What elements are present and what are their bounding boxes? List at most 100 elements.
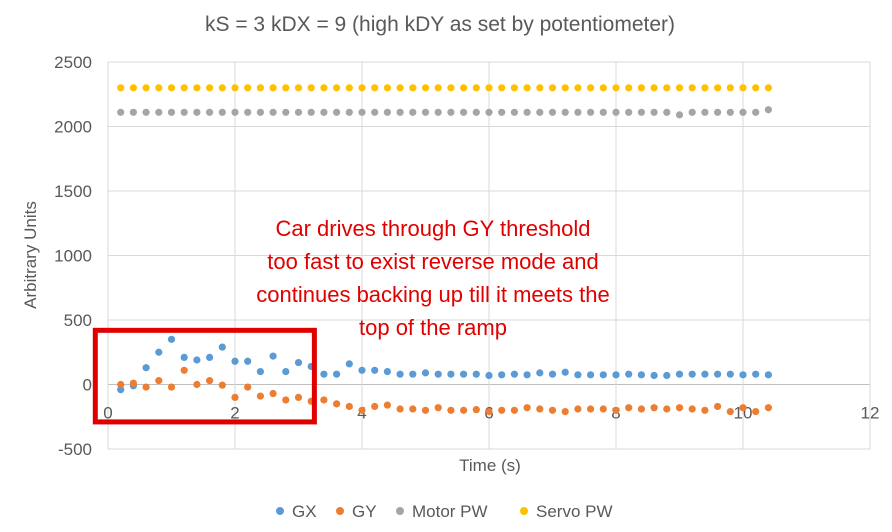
data-point <box>371 366 379 374</box>
data-point <box>612 406 620 414</box>
data-point <box>663 84 671 92</box>
y-axis-title: Arbitrary Units <box>21 201 40 309</box>
data-point <box>206 84 214 92</box>
y-tick-label: 2000 <box>54 118 92 137</box>
data-point <box>498 406 506 414</box>
data-point <box>574 84 582 92</box>
data-point <box>574 108 582 116</box>
x-tick-label: 2 <box>230 404 239 423</box>
data-point <box>599 371 607 379</box>
y-tick-label: -500 <box>58 440 92 459</box>
data-point <box>358 84 366 92</box>
data-point <box>599 108 607 116</box>
data-point <box>345 402 353 411</box>
data-point <box>701 370 709 378</box>
x-tick-label: 10 <box>734 404 753 423</box>
legend: GX GY Motor PW Servo PW <box>276 502 613 521</box>
data-point <box>739 84 747 92</box>
x-tick-label: 0 <box>103 404 112 423</box>
annotation-line: top of the ramp <box>359 315 507 340</box>
data-point <box>688 370 696 378</box>
legend-marker <box>396 507 404 515</box>
data-point <box>142 383 150 391</box>
data-point <box>650 84 658 92</box>
data-point <box>739 108 747 116</box>
data-point <box>167 84 176 92</box>
data-point <box>206 353 214 362</box>
data-point <box>498 371 506 379</box>
data-point <box>510 406 518 414</box>
data-point <box>180 108 188 116</box>
data-point <box>231 108 239 116</box>
data-point <box>714 108 722 116</box>
data-point <box>548 406 557 414</box>
data-point <box>320 396 328 404</box>
data-point <box>714 84 722 92</box>
data-point <box>117 108 125 116</box>
data-point <box>485 371 493 380</box>
data-point <box>510 108 518 116</box>
data-point <box>726 84 734 92</box>
data-point <box>612 108 620 116</box>
data-point <box>167 383 176 391</box>
data-point <box>434 108 442 116</box>
data-point <box>752 407 760 416</box>
data-point <box>129 108 137 116</box>
y-tick-label: 1000 <box>54 247 92 266</box>
data-point <box>206 377 214 385</box>
data-point <box>396 405 404 413</box>
data-point <box>460 406 468 414</box>
data-point <box>561 84 569 92</box>
data-point <box>371 108 379 116</box>
annotation-line: continues backing up till it meets the <box>256 282 609 307</box>
data-point <box>523 84 531 92</box>
data-point <box>396 370 404 378</box>
data-point <box>294 84 303 92</box>
data-point <box>269 108 277 116</box>
data-point <box>587 108 595 116</box>
data-point <box>548 108 557 116</box>
data-point <box>688 84 696 92</box>
data-point <box>421 108 430 116</box>
data-point <box>752 370 760 378</box>
data-point <box>548 84 557 92</box>
legend-label: Servo PW <box>536 502 613 521</box>
data-point <box>167 335 176 343</box>
data-point <box>383 368 391 376</box>
data-point <box>675 111 684 119</box>
data-point <box>701 108 709 116</box>
data-point <box>434 404 442 412</box>
data-point <box>256 84 264 92</box>
data-point <box>193 356 201 364</box>
data-point <box>256 108 264 116</box>
data-point <box>193 84 201 92</box>
data-point <box>536 108 544 116</box>
data-point <box>333 400 341 408</box>
data-point <box>485 108 493 116</box>
data-point <box>282 84 290 92</box>
data-point <box>498 108 506 116</box>
data-point <box>599 84 607 92</box>
data-point <box>218 381 226 389</box>
legend-marker <box>336 507 344 515</box>
data-point <box>117 84 125 92</box>
data-point <box>675 370 684 378</box>
annotation-line: Car drives through GY threshold <box>275 216 590 241</box>
data-point <box>142 364 150 372</box>
data-point <box>739 371 747 379</box>
data-point <box>752 84 760 92</box>
data-point <box>129 84 137 92</box>
data-point <box>637 84 646 92</box>
data-point <box>561 407 569 416</box>
series-motor-pw <box>117 106 773 119</box>
data-point <box>269 352 277 360</box>
data-point <box>155 108 163 116</box>
data-point <box>294 358 303 367</box>
data-point <box>587 84 595 92</box>
y-tick-label: 2500 <box>54 53 92 72</box>
data-point <box>485 84 493 92</box>
data-point <box>396 84 404 92</box>
data-point <box>333 108 341 116</box>
data-point <box>714 370 722 378</box>
data-point <box>637 371 646 379</box>
